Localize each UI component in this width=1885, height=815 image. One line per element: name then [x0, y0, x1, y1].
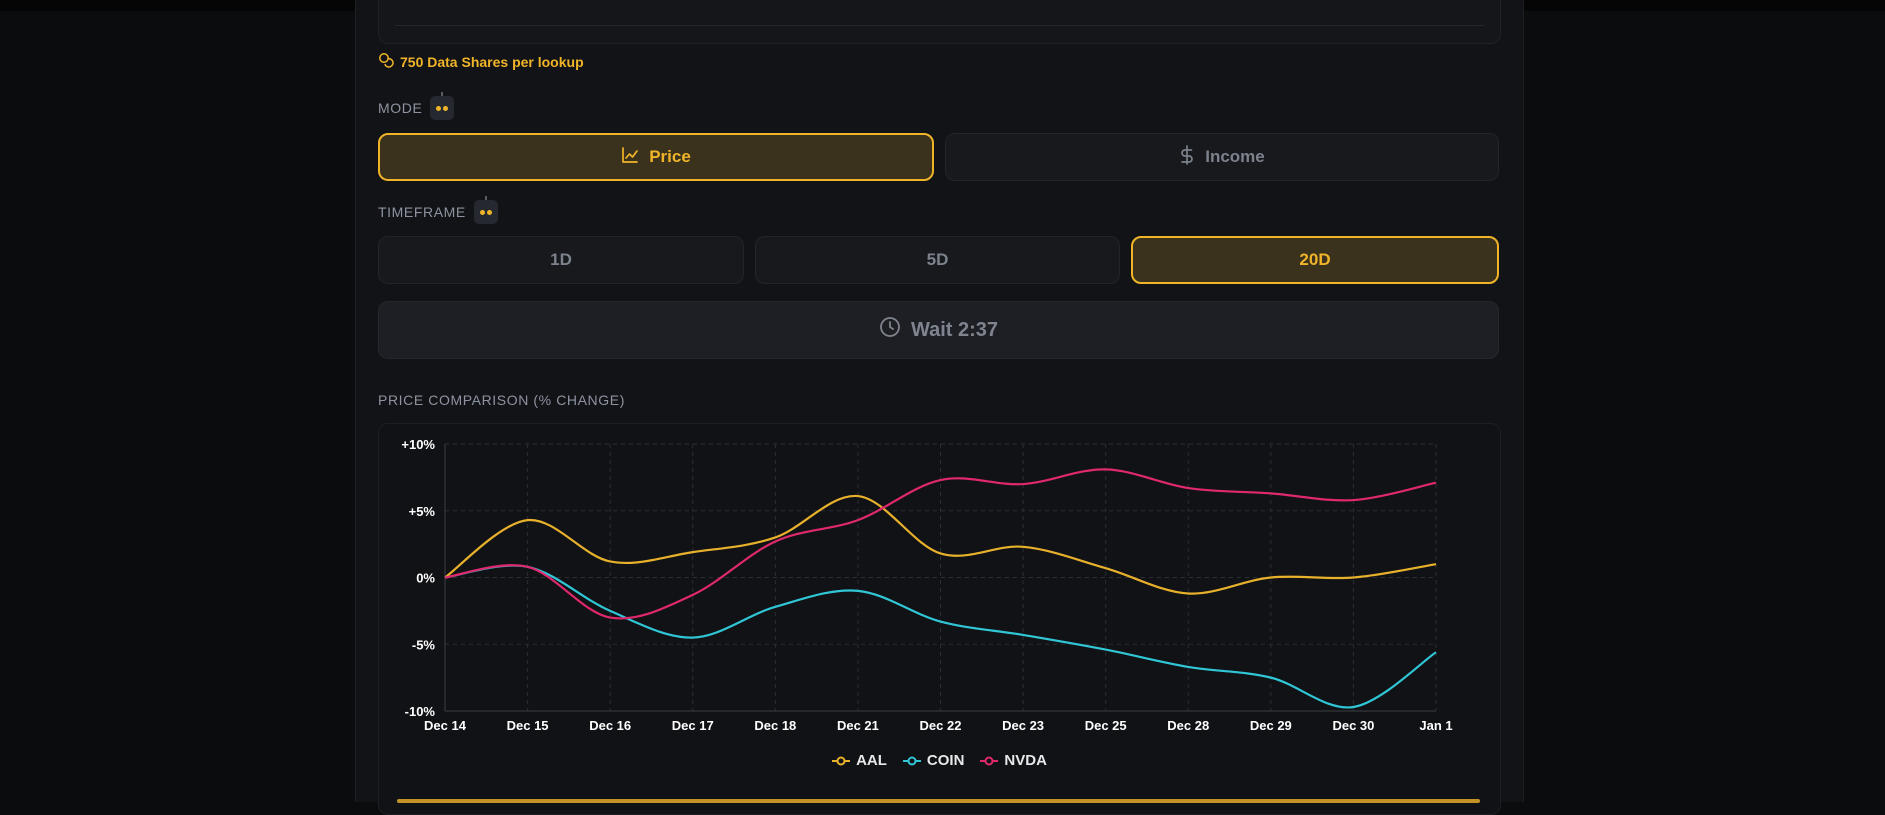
x-tick-label: Dec 18: [754, 718, 796, 733]
x-tick-label: Dec 30: [1332, 718, 1374, 733]
timeframe-5d-label: 5D: [926, 250, 949, 269]
chart-section-title: PRICE COMPARISON (% CHANGE): [378, 392, 625, 408]
timeframe-label-text: TIMEFRAME: [378, 204, 466, 220]
y-tick-label: +5%: [409, 504, 436, 519]
price-comparison-chart: +10% +5% 0% -5% -10% Dec 14 Dec 15 Dec 16 Dec 17…: [378, 423, 1501, 815]
y-tick-label: -5%: [412, 637, 436, 652]
legend-marker-icon: [902, 756, 921, 765]
previous-card: [378, 0, 1501, 44]
legend-label: AAL: [856, 752, 887, 769]
series-line-aal: [444, 494, 1437, 595]
chart-legend: AAL COIN NVDA: [379, 752, 1500, 769]
timeframe-5d-button[interactable]: 5D: [755, 236, 1120, 284]
timeframe-1d-button[interactable]: 1D: [378, 236, 744, 284]
timeframe-20d-label: 20D: [1299, 250, 1331, 269]
x-tick-label: Jan 1: [1419, 718, 1452, 733]
x-tick-label: Dec 29: [1250, 718, 1292, 733]
chart-canvas: +10% +5% 0% -5% -10%Dec 14 Dec 15 Dec 16 Dec 17…: [401, 437, 1452, 733]
coins-icon: [378, 52, 394, 71]
dollar-icon: [1179, 144, 1195, 170]
mode-price-label: Price: [649, 147, 691, 166]
x-tick-label: Dec 28: [1167, 718, 1209, 733]
wait-button[interactable]: Wait 2:37: [378, 301, 1499, 359]
x-tick-label: Dec 22: [920, 718, 962, 733]
lookup-panel: 750 Data Shares per lookup MODE Price In…: [355, 0, 1524, 815]
wait-label: Wait 2:37: [910, 318, 999, 341]
mode-income-button[interactable]: Income: [945, 133, 1499, 181]
x-tick-label: Dec 15: [507, 718, 549, 733]
cost-note: 750 Data Shares per lookup: [378, 52, 584, 71]
legend-item-aal[interactable]: AAL: [832, 752, 887, 769]
x-tick-label: Dec 16: [589, 718, 631, 733]
y-tick-label: +10%: [401, 437, 435, 452]
series-line-coin: [444, 564, 1437, 709]
cost-text: 750 Data Shares per lookup: [400, 53, 584, 70]
legend-label: NVDA: [1004, 752, 1047, 769]
robot-icon: [430, 92, 455, 120]
next-card-edge: [397, 799, 1480, 803]
legend-item-coin[interactable]: COIN: [902, 752, 965, 769]
timeframe-1d-label: 1D: [550, 250, 572, 269]
legend-marker-icon: [832, 756, 851, 765]
mode-label-text: MODE: [378, 100, 423, 116]
legend-item-nvda[interactable]: NVDA: [980, 752, 1047, 769]
x-tick-label: Dec 23: [1002, 718, 1044, 733]
line-chart-icon: [621, 146, 639, 169]
x-tick-label: Dec 25: [1085, 718, 1127, 733]
mode-income-label: Income: [1205, 147, 1265, 166]
clock-icon: [879, 316, 901, 344]
y-tick-label: 0%: [416, 571, 435, 586]
robot-icon: [473, 196, 498, 224]
legend-marker-icon: [980, 756, 999, 765]
legend-label: COIN: [926, 752, 965, 769]
timeframe-label: TIMEFRAME: [378, 196, 498, 224]
x-tick-label: Dec 21: [837, 718, 879, 733]
x-tick-label: Dec 14: [424, 718, 467, 733]
mode-label: MODE: [378, 92, 455, 120]
previous-card-row: [395, 1, 1484, 26]
mode-price-button[interactable]: Price: [378, 133, 934, 181]
series-line-nvda: [444, 468, 1437, 620]
y-tick-label: -10%: [405, 704, 436, 719]
timeframe-20d-button[interactable]: 20D: [1131, 236, 1499, 284]
x-tick-label: Dec 17: [672, 718, 714, 733]
